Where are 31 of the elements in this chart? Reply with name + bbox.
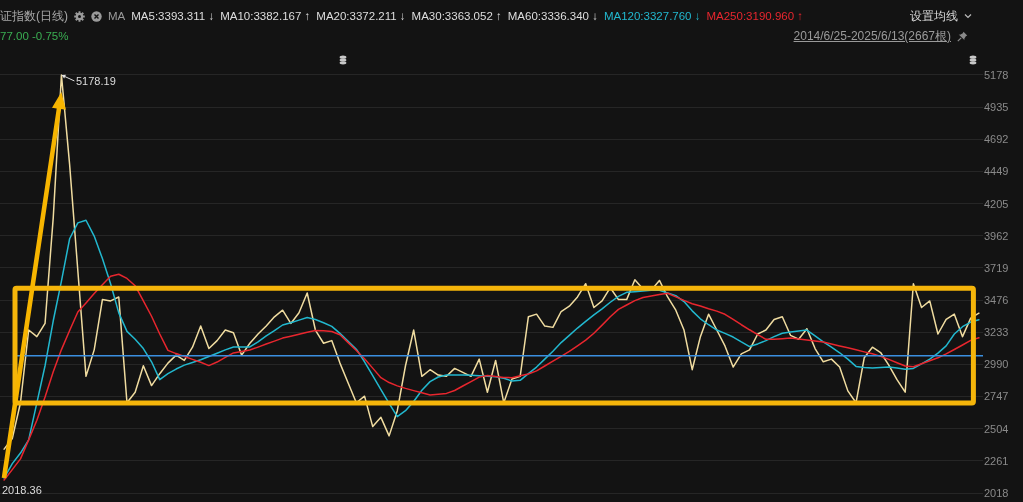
text: MA60:3336.340 ↓ (507, 9, 598, 23)
y-tick-label: 3719 (984, 261, 1009, 274)
y-tick-label: 2747 (984, 390, 1009, 403)
text: MA5:3393.311 ↓ (131, 9, 215, 23)
y-tick-label: 4692 (984, 133, 1009, 146)
chart-subtitle: 77.00 -0.75% (0, 29, 69, 43)
y-tick-label: 3233 (984, 326, 1009, 339)
text: 设置均线 (910, 9, 958, 23)
y-tick-label: 2261 (984, 454, 1009, 467)
text: MA250:3190.960 ↑ (706, 9, 804, 23)
y-tick-label: 4449 (984, 165, 1009, 178)
annotation: 5178.19 (76, 75, 116, 87)
text: MA20:3372.211 ↓ (316, 9, 406, 23)
y-tick-label: 3476 (984, 293, 1009, 306)
y-tick-label: 4935 (984, 100, 1009, 113)
chart-title: 证指数(日线) (0, 9, 68, 23)
text: 2014/6/25-2025/6/13(2667根) (793, 29, 951, 43)
text: MA120:3327.760 ↓ (603, 9, 701, 23)
y-tick-label: 2990 (984, 358, 1009, 371)
line-series (3, 219, 980, 479)
line-series (3, 273, 980, 481)
text: MA30:3363.052 ↑ (411, 9, 502, 23)
line-series (3, 74, 980, 450)
y-tick-label: 5178 (984, 68, 1009, 81)
text: MA (108, 9, 126, 23)
annotation: 2018.36 (2, 484, 42, 496)
y-tick-label: 2018 (984, 486, 1009, 499)
y-tick-label: 3962 (984, 229, 1009, 242)
y-tick-label: 2504 (984, 422, 1009, 435)
text: MA10:3382.167 ↑ (220, 9, 311, 23)
y-tick-label: 4205 (984, 197, 1009, 210)
